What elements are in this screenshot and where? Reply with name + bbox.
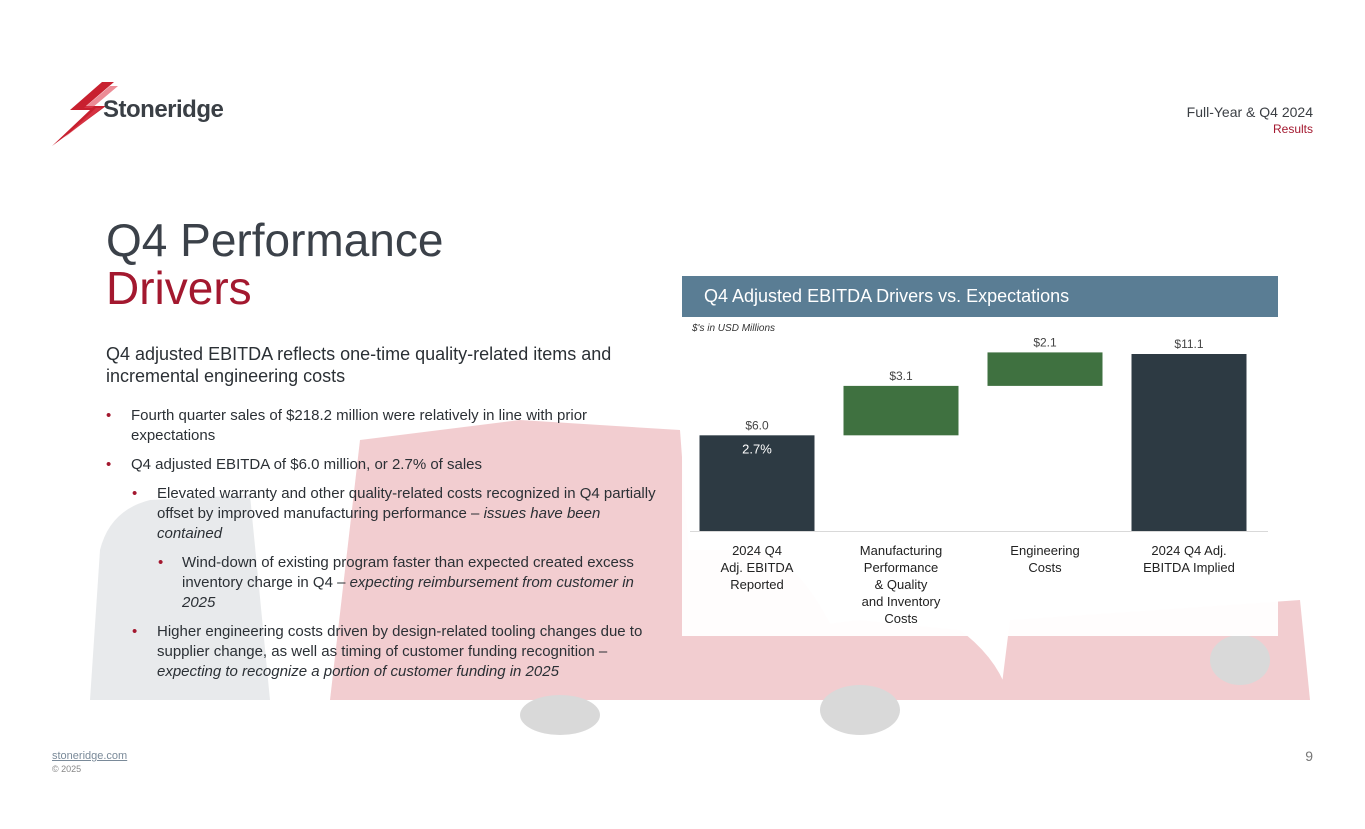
- bullet-item: • Wind-down of existing program faster t…: [106, 553, 666, 613]
- data-label: $3.1: [889, 369, 913, 383]
- bullet-text: Wind-down of existing program faster tha…: [182, 554, 634, 591]
- bullet-text: Higher engineering costs driven by desig…: [157, 623, 643, 660]
- data-label: $2.1: [1033, 335, 1057, 349]
- bullet-marker: •: [106, 407, 112, 424]
- chart-units-note: $'s in USD Millions: [692, 323, 776, 334]
- bullet-text: Elevated warranty and other quality-rela…: [157, 485, 656, 522]
- logo-wordmark: Stoneridge: [103, 96, 224, 123]
- bar-2: [843, 385, 959, 436]
- deck-subtitle: Results: [1272, 122, 1313, 136]
- copyright-text: © 2025: [52, 764, 82, 774]
- data-label: $11.1: [1174, 337, 1203, 351]
- bar-4: [1131, 354, 1247, 531]
- bullet-marker: •: [106, 456, 112, 473]
- bullet-item: • Elevated warranty and other quality-re…: [106, 484, 666, 544]
- bullet-text: Fourth quarter sales of $218.2 million w…: [131, 407, 588, 444]
- bullet-marker: •: [132, 623, 138, 640]
- bullet-emphasis: expecting to recognize a portion of cust…: [157, 663, 559, 680]
- bullet-item: • Q4 adjusted EBITDA of $6.0 million, or…: [106, 455, 666, 475]
- bar-1: [699, 435, 815, 531]
- bullet-marker: •: [132, 485, 138, 502]
- bullet-text: Q4 adjusted EBITDA of $6.0 million, or 2…: [131, 456, 483, 473]
- bar-inner-label: 2.7%: [742, 441, 772, 456]
- deck-title: Full-Year & Q4 2024: [1186, 104, 1313, 120]
- website-link[interactable]: stoneridge.com: [52, 750, 128, 762]
- bullet-marker: •: [158, 554, 164, 571]
- waterfall-chart: $6.0 2.7% 2024 Q4 Adj. EBITDA Reported $3.1 Ma…: [690, 335, 1268, 626]
- data-label: $6.0: [745, 418, 769, 432]
- bullet-item: • Higher engineering costs driven by des…: [106, 622, 666, 682]
- subheading: Q4 adjusted EBITDA reflects one-time qua…: [106, 344, 612, 386]
- page-number: 9: [1305, 748, 1313, 764]
- bullet-emphasis: issues have been contained: [157, 505, 601, 542]
- chart-title: Q4 Adjusted EBITDA Drivers vs. Expectati…: [682, 276, 1278, 317]
- bullet-emphasis: expecting reimbursement from customer in…: [182, 574, 634, 611]
- page-title-line1: Q4 Performance: [106, 214, 444, 266]
- category-label: Engineering Costs: [1010, 543, 1079, 575]
- bar-3: [987, 352, 1103, 386]
- category-label: Manufacturing Performance & Quality and Inv…: [860, 543, 942, 626]
- page-title-line2: Drivers: [106, 262, 252, 314]
- category-label: 2024 Q4 Adj. EBITDA Reported: [721, 543, 794, 592]
- bullet-item: • Fourth quarter sales of $218.2 million…: [106, 406, 666, 446]
- bullet-list: • Fourth quarter sales of $218.2 million…: [106, 406, 666, 691]
- deck-header: Full-Year & Q4 2024 Results: [1187, 104, 1313, 136]
- category-label: 2024 Q4 Adj. EBITDA Implied: [1143, 543, 1235, 575]
